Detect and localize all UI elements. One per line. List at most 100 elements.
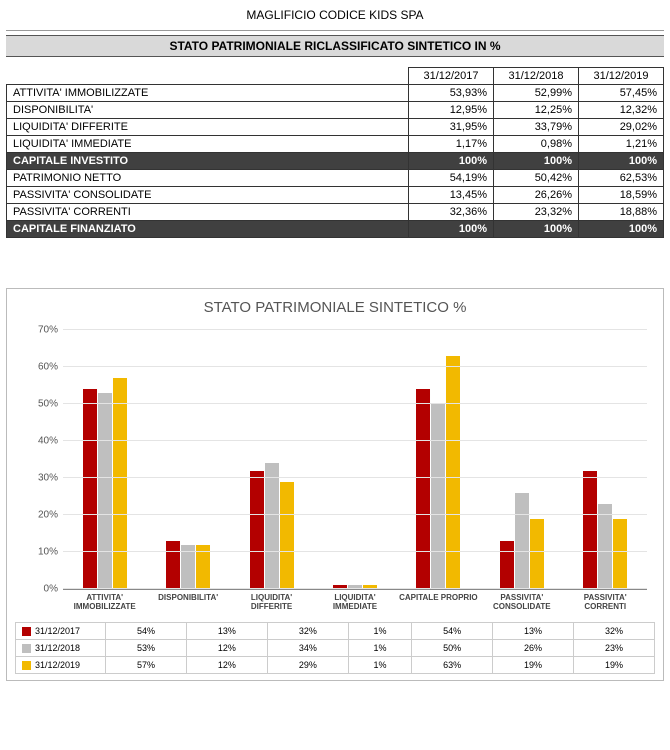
bar <box>416 389 430 589</box>
row-label: LIQUIDITA' DIFFERITE <box>7 119 409 136</box>
row-label: CAPITALE INVESTITO <box>7 153 409 170</box>
cell-value: 1,17% <box>409 136 494 153</box>
cell-value: 1,21% <box>579 136 664 153</box>
legend-value: 34% <box>267 639 348 656</box>
cell-value: 12,32% <box>579 102 664 119</box>
legend-label: 31/12/2019 <box>35 660 80 670</box>
x-label: CAPITALE PROPRIO <box>397 590 480 618</box>
bar <box>98 393 112 589</box>
legend-value: 32% <box>267 622 348 639</box>
bar <box>500 541 514 589</box>
cell-value: 100% <box>494 221 579 238</box>
legend-value: 12% <box>186 639 267 656</box>
cell-value: 100% <box>579 153 664 170</box>
legend-value: 54% <box>106 622 187 639</box>
cell-value: 50,42% <box>494 170 579 187</box>
legend-value: 50% <box>412 639 493 656</box>
legend-value: 1% <box>348 639 411 656</box>
y-tick: 60% <box>18 362 58 373</box>
y-tick: 40% <box>18 436 58 447</box>
row-label: PASSIVITA' CORRENTI <box>7 204 409 221</box>
table-row: CAPITALE INVESTITO100%100%100% <box>7 153 664 170</box>
row-label: PASSIVITA' CONSOLIDATE <box>7 187 409 204</box>
cell-value: 53,93% <box>409 85 494 102</box>
legend-value: 29% <box>267 656 348 673</box>
legend-value: 1% <box>348 622 411 639</box>
y-tick: 10% <box>18 547 58 558</box>
col-header: 31/12/2019 <box>579 68 664 85</box>
col-header: 31/12/2018 <box>494 68 579 85</box>
cell-value: 12,25% <box>494 102 579 119</box>
legend-value: 53% <box>106 639 187 656</box>
table-row: LIQUIDITA' DIFFERITE31,95%33,79%29,02% <box>7 119 664 136</box>
legend-value: 57% <box>106 656 187 673</box>
legend-row: 31/12/2018 53%12%34%1%50%26%23% <box>16 639 655 656</box>
bar <box>83 389 97 589</box>
row-label: ATTIVITA' IMMOBILIZZATE <box>7 85 409 102</box>
cell-value: 12,95% <box>409 102 494 119</box>
legend-value: 54% <box>412 622 493 639</box>
legend-swatch <box>22 644 31 653</box>
balance-table: 31/12/201731/12/201831/12/2019 ATTIVITA'… <box>6 67 664 238</box>
row-label: PATRIMONIO NETTO <box>7 170 409 187</box>
bar <box>583 471 597 589</box>
x-label: PASSIVITA' CORRENTI <box>564 590 647 618</box>
bar <box>431 404 445 589</box>
y-tick: 0% <box>18 584 58 595</box>
cell-value: 23,32% <box>494 204 579 221</box>
bar <box>166 541 180 589</box>
table-row: ATTIVITA' IMMOBILIZZATE53,93%52,99%57,45… <box>7 85 664 102</box>
legend-row: 31/12/201754%13%32%1%54%13%32% <box>16 622 655 639</box>
bar <box>113 378 127 589</box>
chart-container: STATO PATRIMONIALE SINTETICO % 0%10%20%3… <box>6 288 664 681</box>
legend-label: 31/12/2018 <box>35 643 80 653</box>
cell-value: 100% <box>409 153 494 170</box>
bar <box>250 471 264 589</box>
chart-plot: 0%10%20%30%40%50%60%70% <box>63 330 647 590</box>
cell-value: 57,45% <box>579 85 664 102</box>
table-row: CAPITALE FINANZIATO100%100%100% <box>7 221 664 238</box>
cell-value: 0,98% <box>494 136 579 153</box>
legend-value: 63% <box>412 656 493 673</box>
legend-value: 13% <box>186 622 267 639</box>
bar <box>265 463 279 589</box>
legend-row: 31/12/201957%12%29%1%63%19%19% <box>16 656 655 673</box>
cell-value: 54,19% <box>409 170 494 187</box>
chart-legend-table: 31/12/201754%13%32%1%54%13%32%31/12/2018… <box>15 622 655 674</box>
legend-value: 23% <box>574 639 655 656</box>
bar <box>515 493 529 589</box>
bar <box>613 519 627 589</box>
bar <box>280 482 294 589</box>
legend-swatch <box>22 661 31 670</box>
table-row: PASSIVITA' CORRENTI32,36%23,32%18,88% <box>7 204 664 221</box>
cell-value: 33,79% <box>494 119 579 136</box>
chart-title: STATO PATRIMONIALE SINTETICO % <box>13 299 657 316</box>
row-label: CAPITALE FINANZIATO <box>7 221 409 238</box>
legend-value: 13% <box>493 622 574 639</box>
table-row: PATRIMONIO NETTO54,19%50,42%62,53% <box>7 170 664 187</box>
legend-value: 32% <box>574 622 655 639</box>
legend-swatch <box>22 627 31 636</box>
x-label: DISPONIBILITA' <box>146 590 229 618</box>
cell-value: 26,26% <box>494 187 579 204</box>
bar <box>446 356 460 589</box>
table-row: PASSIVITA' CONSOLIDATE13,45%26,26%18,59% <box>7 187 664 204</box>
x-label: LIQUIDITA' DIFFERITE <box>230 590 313 618</box>
legend-value: 19% <box>493 656 574 673</box>
cell-value: 18,59% <box>579 187 664 204</box>
y-tick: 20% <box>18 510 58 521</box>
y-tick: 30% <box>18 473 58 484</box>
bar <box>598 504 612 589</box>
legend-value: 26% <box>493 639 574 656</box>
y-tick: 50% <box>18 399 58 410</box>
cell-value: 31,95% <box>409 119 494 136</box>
row-label: LIQUIDITA' IMMEDIATE <box>7 136 409 153</box>
x-label: ATTIVITA' IMMOBILIZZATE <box>63 590 146 618</box>
legend-label: 31/12/2017 <box>35 626 80 636</box>
cell-value: 29,02% <box>579 119 664 136</box>
col-header: 31/12/2017 <box>409 68 494 85</box>
cell-value: 32,36% <box>409 204 494 221</box>
table-row: LIQUIDITA' IMMEDIATE1,17%0,98%1,21% <box>7 136 664 153</box>
legend-value: 1% <box>348 656 411 673</box>
cell-value: 100% <box>494 153 579 170</box>
